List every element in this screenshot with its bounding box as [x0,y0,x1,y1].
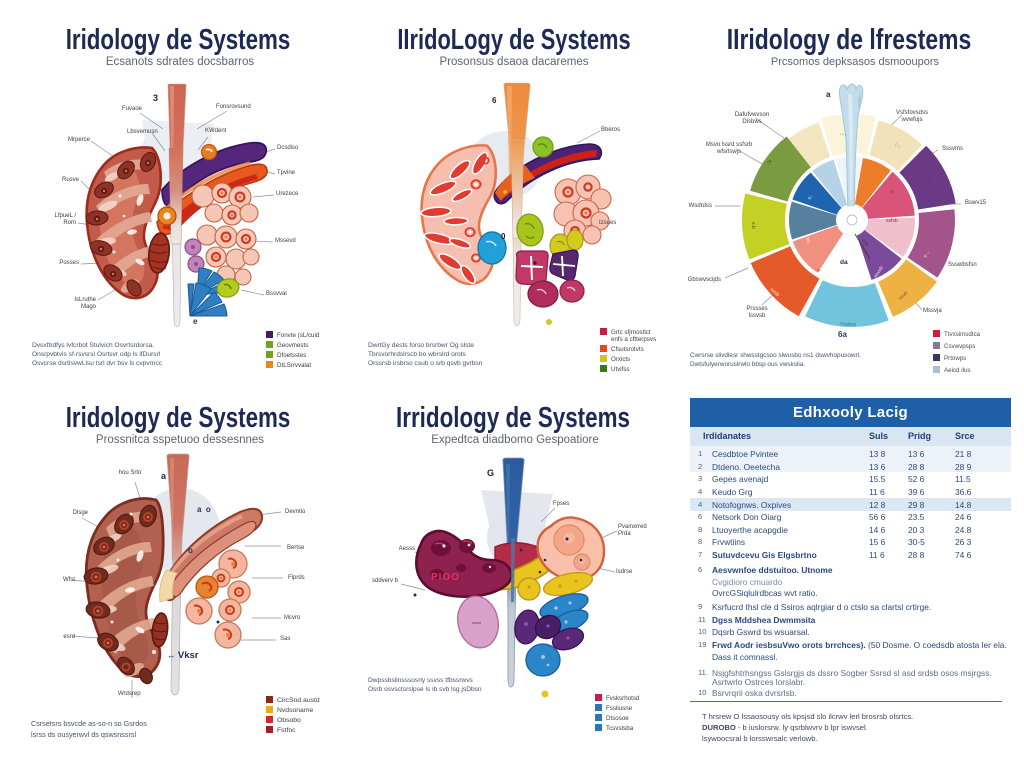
svg-text:ssvb: ssvb [897,290,909,301]
svg-text:svsb: svsb [769,287,781,298]
svg-text:s.b: s.b [750,222,756,229]
svg-text:;:s: ;:s [765,158,773,166]
svg-text:Ysvbss: Ysvbss [840,322,857,328]
svg-text:s,: s, [816,267,822,274]
svg-text:s;.: s;. [807,193,815,201]
svg-text:;.·,: ;.·, [894,141,902,149]
svg-text:s·,.: s·,. [922,250,930,259]
svg-text:ssb: ssb [860,238,870,248]
svg-text:s;: s; [889,189,896,196]
svg-text:,..;:: ,..;: [778,136,787,145]
svg-text:da: da [840,259,848,266]
svg-text:bs;: bs; [804,237,812,245]
svg-text::,..: :,.. [926,178,934,186]
svg-text:.·..: .·.. [840,131,846,137]
svg-text:ssfsb: ssfsb [886,218,898,224]
svg-text:PIOO: PIOO [431,572,460,583]
